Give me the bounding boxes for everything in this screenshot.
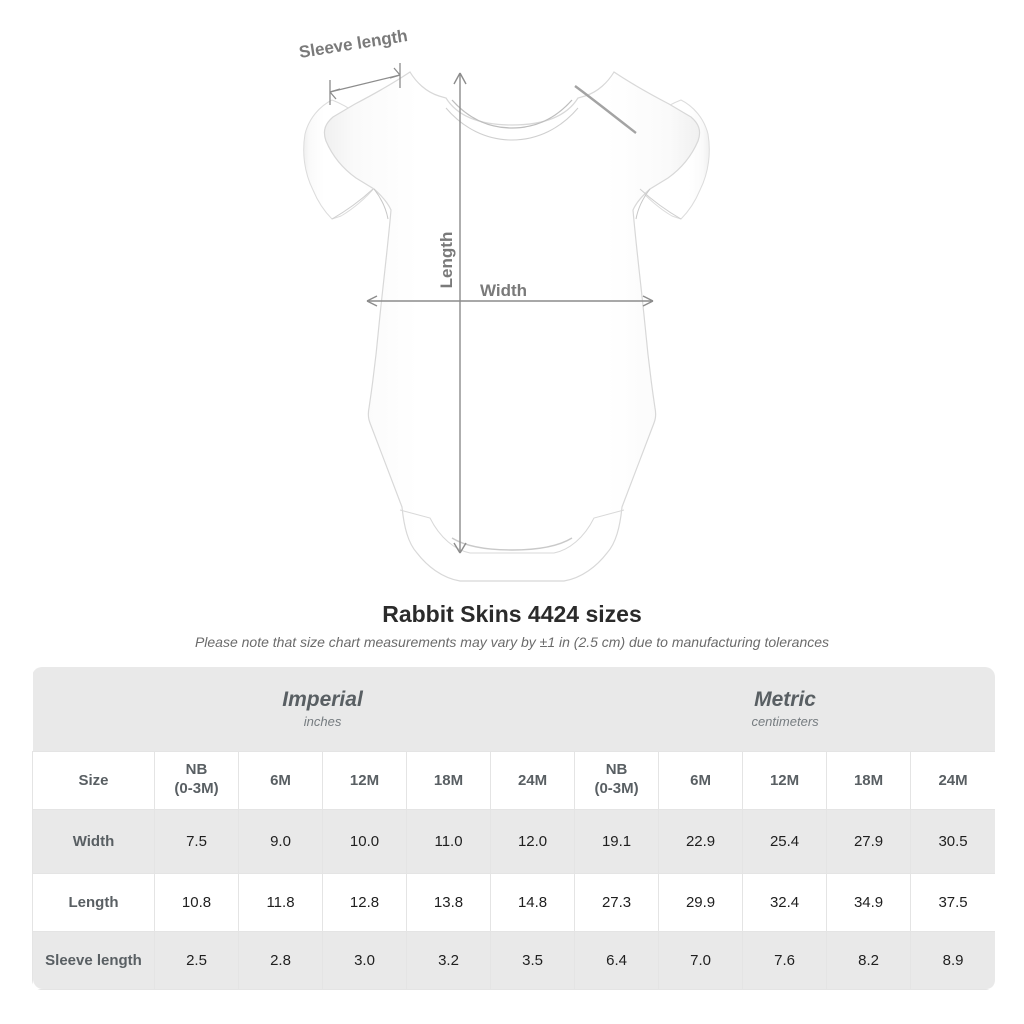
svg-text:Width: Width xyxy=(480,281,527,300)
svg-text:Length: Length xyxy=(437,232,456,289)
svg-text:Sleeve length: Sleeve length xyxy=(298,26,409,62)
